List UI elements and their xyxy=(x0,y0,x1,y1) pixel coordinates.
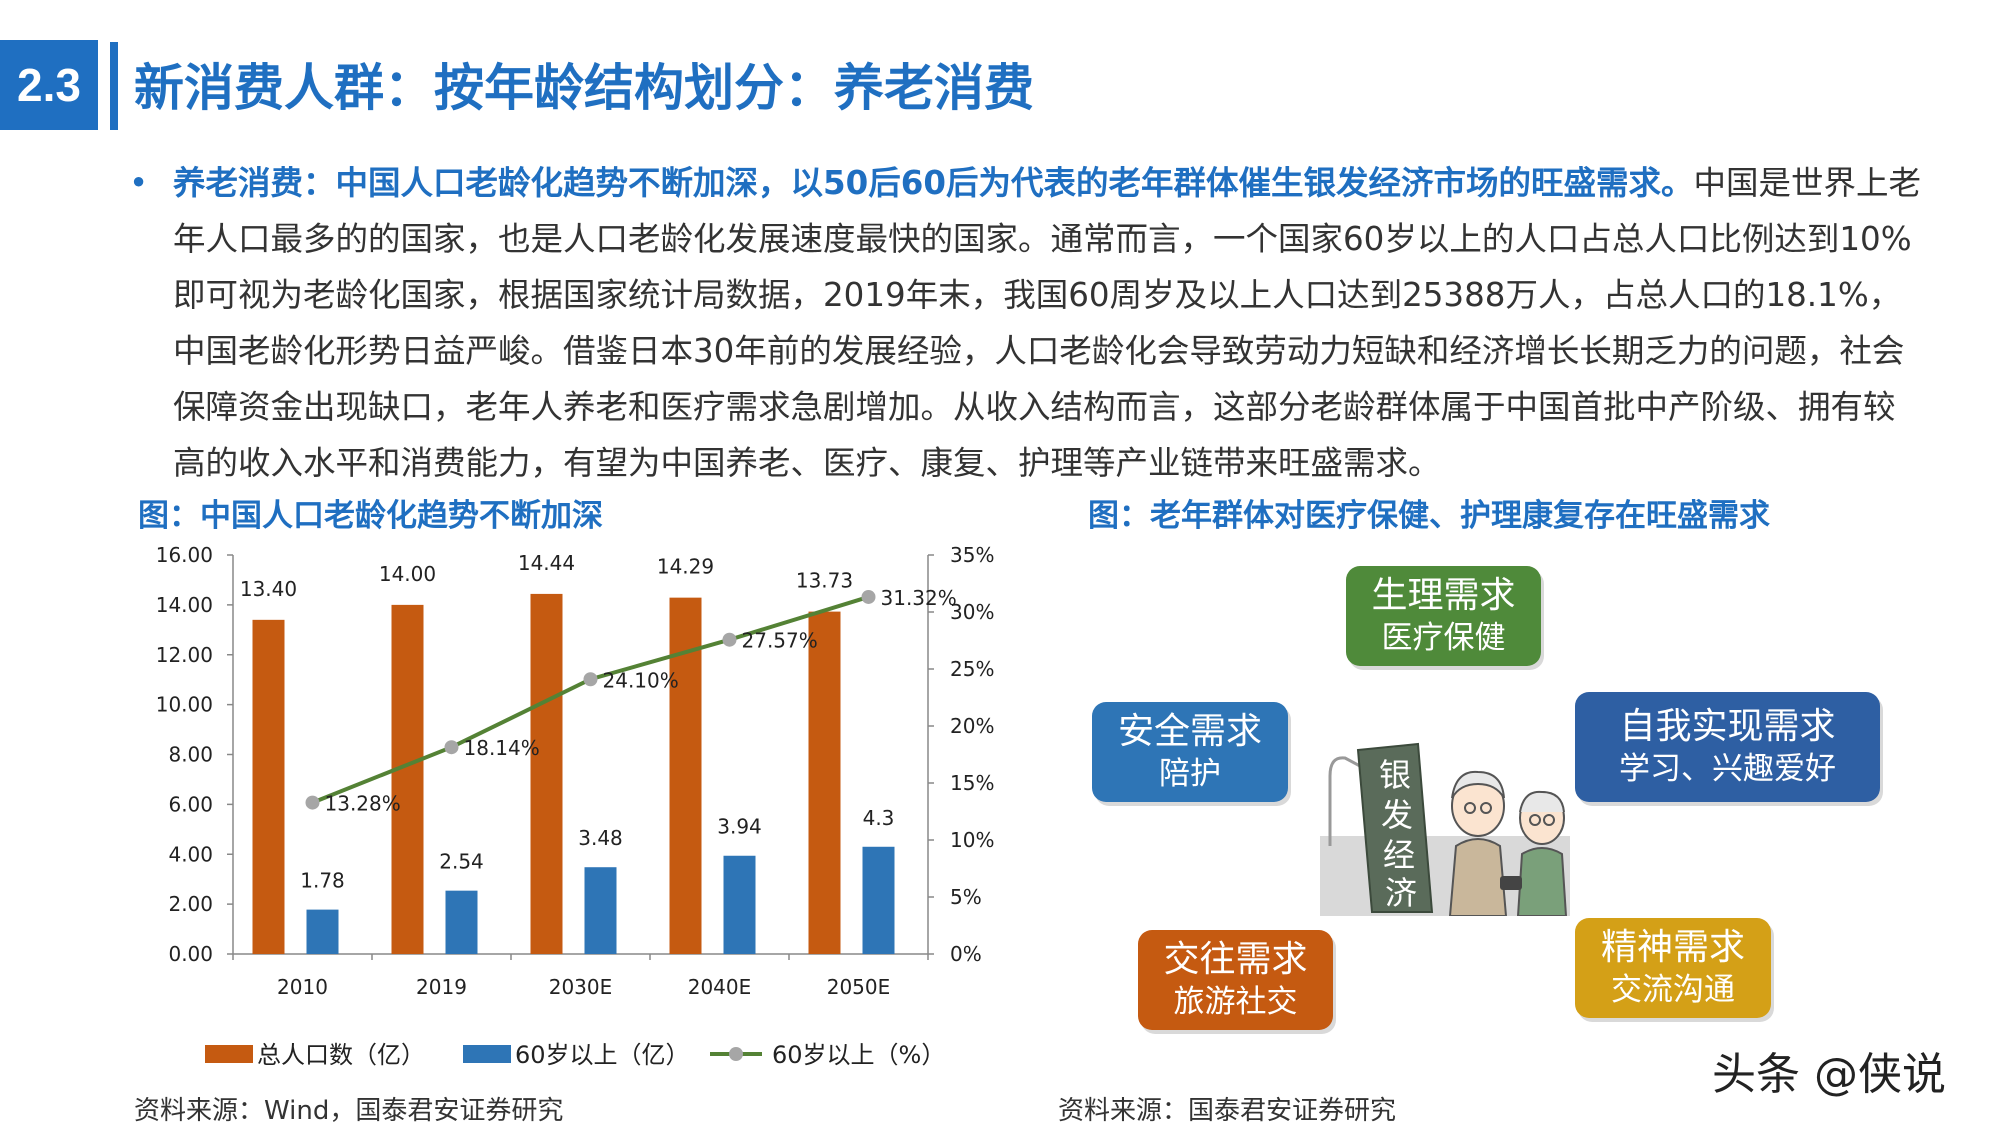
y-tick-label-left: 4.00 xyxy=(168,842,213,866)
need-safety: 安全需求 陪护 xyxy=(1092,702,1288,802)
legend-60plus-percent-label: 60岁以上（%） xyxy=(772,1041,945,1069)
bar-60plus-population xyxy=(445,890,478,954)
need-title: 生理需求 xyxy=(1371,575,1516,616)
bullet-paragraph: • 养老消费：中国人口老龄化趋势不断加深，以50后60后为代表的老年群体催生银发… xyxy=(129,155,1923,491)
data-label-percent: 18.14% xyxy=(464,736,540,760)
bar-60plus-population xyxy=(723,855,756,954)
right-figure-caption: 图：老年群体对医疗保健、护理康复存在旺盛需求 xyxy=(1088,498,1770,534)
y-tick-label-left: 2.00 xyxy=(168,892,213,916)
data-label-percent: 31.32% xyxy=(881,586,957,610)
x-tick-label: 2040E xyxy=(688,975,752,999)
y-tick-label-left: 0.00 xyxy=(168,942,213,966)
right-source-note: 资料来源：国泰君安证券研究 xyxy=(1058,1096,1397,1126)
elderly-couple-illustration: 银 发 经 济 xyxy=(1320,742,1570,916)
need-subtitle: 学习、兴趣爱好 xyxy=(1619,751,1836,787)
need-self-actualization: 自我实现需求 学习、兴趣爱好 xyxy=(1575,692,1880,802)
y-tick-label-left: 10.00 xyxy=(156,693,213,717)
bar-total-population xyxy=(391,604,424,954)
data-label-percent: 27.57% xyxy=(742,629,818,653)
line-point-60plus-percent xyxy=(305,795,320,810)
y-tick-label-left: 14.00 xyxy=(156,593,213,617)
x-tick-label: 2010 xyxy=(277,975,328,999)
sign-char: 银 xyxy=(1379,756,1411,794)
need-title: 安全需求 xyxy=(1117,711,1262,752)
bar-total-population xyxy=(530,593,563,954)
bullet-dot-icon: • xyxy=(129,164,149,202)
data-label-60plus: 4.3 xyxy=(863,806,895,830)
left-figure-caption: 图：中国人口老龄化趋势不断加深 xyxy=(138,498,603,534)
sign-char: 经 xyxy=(1383,836,1415,874)
x-tick-label: 2030E xyxy=(549,975,613,999)
line-point-60plus-percent xyxy=(583,672,598,687)
need-subtitle: 陪护 xyxy=(1159,756,1221,792)
sign-char: 发 xyxy=(1381,796,1413,834)
bar-total-population xyxy=(252,619,285,954)
data-label-total: 14.29 xyxy=(657,555,714,579)
page-title: 新消费人群：按年龄结构划分：养老消费 xyxy=(134,59,1034,117)
y-tick-label-right: 30% xyxy=(950,600,994,624)
x-tick-label: 2019 xyxy=(416,975,467,999)
data-label-percent: 13.28% xyxy=(325,792,401,816)
need-social: 交往需求 旅游社交 xyxy=(1138,930,1333,1030)
need-title: 交往需求 xyxy=(1163,939,1308,980)
bullet-body: 中国是世界上老年人口最多的的国家，也是人口老龄化发展速度最快的国家。通常而言，一… xyxy=(173,164,1921,482)
y-tick-label-right: 25% xyxy=(950,657,994,681)
legend-60plus-population-swatch xyxy=(463,1045,511,1063)
y-tick-label-left: 12.00 xyxy=(156,643,213,667)
data-label-60plus: 3.48 xyxy=(578,826,623,850)
left-source-note: 资料来源：Wind，国泰君安证券研究 xyxy=(134,1096,564,1126)
watermark: 头条 @侠说 xyxy=(1712,1049,1946,1100)
bar-60plus-population xyxy=(862,846,895,954)
legend-60plus-population-label: 60岁以上（亿） xyxy=(515,1041,690,1069)
section-number: 2.3 xyxy=(0,40,98,130)
x-tick-label: 2050E xyxy=(827,975,891,999)
data-label-60plus: 3.94 xyxy=(717,815,762,839)
sign-char: 济 xyxy=(1385,874,1417,912)
legend-total-population-label: 总人口数（亿） xyxy=(257,1041,425,1069)
data-label-total: 14.44 xyxy=(518,551,575,575)
y-tick-label-right: 15% xyxy=(950,771,994,795)
bar-60plus-population xyxy=(584,867,617,954)
legend-total-population-swatch xyxy=(205,1045,253,1063)
y-tick-label-right: 20% xyxy=(950,714,994,738)
bar-total-population xyxy=(808,611,841,954)
legend-60plus-percent-marker xyxy=(729,1047,743,1061)
need-subtitle: 医疗保健 xyxy=(1381,620,1506,656)
bullet-lead: 养老消费：中国人口老龄化趋势不断加深，以50后60后为代表的老年群体催生银发经济… xyxy=(173,164,1694,202)
line-point-60plus-percent xyxy=(722,632,737,647)
y-tick-label-right: 5% xyxy=(950,885,982,909)
data-label-60plus: 2.54 xyxy=(439,850,484,874)
bar-60plus-population xyxy=(306,909,339,954)
data-label-total: 13.73 xyxy=(796,569,853,593)
data-label-percent: 24.10% xyxy=(603,668,679,692)
data-label-total: 14.00 xyxy=(379,562,436,586)
need-physiological: 生理需求 医疗保健 xyxy=(1346,566,1541,666)
population-aging-chart: 0.00 2.00 4.00 6.00 8.00 10.00 12.00 14.00 16.00… xyxy=(156,543,995,1069)
line-point-60plus-percent xyxy=(861,589,876,604)
y-tick-label-right: 10% xyxy=(950,828,994,852)
y-tick-label-left: 6.00 xyxy=(168,792,213,816)
data-label-60plus: 1.78 xyxy=(300,869,345,893)
need-title: 精神需求 xyxy=(1600,927,1745,968)
y-tick-label-left: 16.00 xyxy=(156,543,213,567)
need-subtitle: 旅游社交 xyxy=(1173,984,1298,1020)
title-divider xyxy=(110,42,118,130)
bullet-text: 养老消费：中国人口老龄化趋势不断加深，以50后60后为代表的老年群体催生银发经济… xyxy=(173,155,1923,491)
need-subtitle: 交流沟通 xyxy=(1611,972,1735,1008)
data-label-total: 13.40 xyxy=(240,577,297,601)
need-title: 自我实现需求 xyxy=(1619,706,1836,747)
y-tick-label-left: 8.00 xyxy=(168,743,213,767)
need-spiritual: 精神需求 交流沟通 xyxy=(1575,918,1771,1018)
line-point-60plus-percent xyxy=(444,740,459,755)
y-tick-label-right: 0% xyxy=(950,942,982,966)
y-tick-label-right: 35% xyxy=(950,543,994,567)
